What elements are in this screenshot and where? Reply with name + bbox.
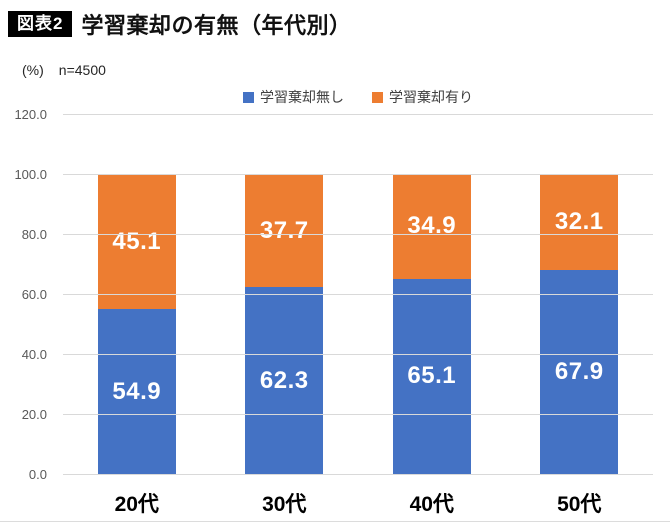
bar-segment-orange: 37.7 [245,174,324,288]
bar-segment-orange: 32.1 [540,174,619,271]
stacked-bar-40代: 65.1 34.9 [392,174,471,474]
data-label: 37.7 [259,216,309,244]
legend-item-1: 学習棄却有り [372,87,473,107]
chart-meta: (%) n=4500 [22,62,106,78]
chart-legend: 学習棄却無し 学習棄却有り [63,87,653,107]
stacked-bar-50代: 67.9 32.1 [540,174,619,474]
legend-label: 学習棄却無し [260,89,344,105]
bar-segment-blue: 65.1 [392,278,471,474]
legend-swatch-icon [243,91,254,103]
figure-bottom-border [0,521,670,522]
bar-segment-orange: 45.1 [97,174,176,310]
legend-label: 学習棄却有り [389,89,473,105]
data-label: 62.3 [259,366,309,394]
plot-area: 54.9 45.1 62.3 37.7 65.1 34.9 67.9 32.1 [63,114,653,475]
gridline [63,414,653,415]
sample-size-label: n=4500 [58,62,106,78]
stacked-bar-30代: 62.3 37.7 [245,174,324,474]
bar-segment-blue: 62.3 [245,287,324,474]
gridline [63,474,653,475]
y-tick-label: 20.0 [21,407,47,422]
x-axis: 20代 30代 40代 50代 [63,488,653,518]
data-label: 45.1 [112,227,162,255]
y-tick-label: 60.0 [21,287,47,302]
data-label: 67.9 [554,358,604,386]
bar-segment-blue: 67.9 [540,270,619,474]
data-label: 32.1 [554,208,604,236]
y-tick-label: 120.0 [14,107,47,122]
figure-header: 図表2 学習棄却の有無（年代別） [8,8,351,40]
data-label: 54.9 [112,377,162,405]
x-tick-label: 20代 [114,493,159,516]
bar-segment-blue: 54.9 [97,309,176,474]
x-tick-label: 50代 [557,493,602,516]
data-label: 65.1 [407,362,457,390]
gridline [63,354,653,355]
legend-swatch-icon [372,91,383,103]
y-tick-label: 100.0 [14,167,47,182]
gridline [63,114,653,115]
gridline [63,234,653,235]
y-tick-label: 40.0 [21,347,47,362]
figure-number-badge: 図表2 [8,11,73,37]
stacked-bar-20代: 54.9 45.1 [97,174,176,474]
legend-item-0: 学習棄却無し [243,87,344,107]
y-axis-unit-label: (%) [22,62,44,78]
data-label: 34.9 [407,212,457,240]
x-tick-label: 30代 [262,493,307,516]
y-tick-label: 80.0 [21,227,47,242]
gridline [63,294,653,295]
y-tick-label: 0.0 [28,467,47,482]
bars-container: 54.9 45.1 62.3 37.7 65.1 34.9 67.9 32.1 [63,114,653,474]
bar-segment-orange: 34.9 [392,174,471,279]
x-tick-label: 40代 [409,493,454,516]
gridline [63,174,653,175]
chart-title: 学習棄却の有無（年代別） [81,13,352,38]
